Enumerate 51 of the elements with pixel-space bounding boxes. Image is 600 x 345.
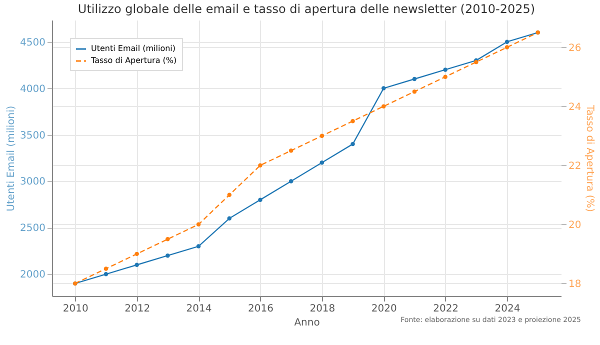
point: [504, 45, 510, 50]
point: [288, 179, 294, 184]
legend-label: Utenti Email (milioni): [91, 44, 176, 53]
y2-tick-label: 24: [568, 102, 582, 113]
point: [258, 198, 262, 202]
chart-title: Utilizzo globale delle email e tasso di apertura delle newsletter (2010-2025): [78, 2, 536, 16]
y2-tick-label: 20: [568, 220, 582, 231]
y-tick-label: 3500: [20, 130, 46, 142]
point: [382, 86, 386, 90]
y-tick-label: 2500: [20, 223, 46, 234]
point: [320, 160, 324, 165]
point: [227, 216, 232, 221]
point: [382, 104, 386, 108]
x-tick-label: 2014: [186, 304, 212, 314]
x-tick-label: 2022: [433, 304, 459, 314]
point: [288, 148, 294, 153]
y-axis-title: Utenti Email (milioni): [6, 106, 18, 212]
point: [350, 142, 355, 146]
y-tick-label: 4000: [20, 84, 46, 95]
point: [258, 163, 262, 168]
point: [443, 74, 448, 79]
y-tick-label: 2000: [20, 270, 46, 281]
point: [443, 68, 448, 72]
x-tick-label: 2020: [371, 304, 397, 314]
point: [104, 272, 108, 276]
y2-tick-label: 22: [568, 160, 582, 172]
point: [196, 222, 201, 227]
point: [196, 244, 201, 248]
x-tick-label: 2016: [248, 304, 274, 314]
x-tick-label: 2018: [310, 304, 336, 314]
x-axis-title: Anno: [294, 318, 320, 328]
point: [350, 118, 355, 124]
point: [166, 237, 170, 242]
point: [227, 192, 232, 198]
x-tick-label: 2010: [62, 304, 88, 314]
point: [166, 253, 170, 258]
point: [104, 266, 108, 271]
x-tick-label: 2024: [494, 304, 520, 314]
x-tick-label: 2012: [124, 304, 150, 314]
y2-tick-label: 26: [568, 42, 582, 54]
point: [412, 76, 417, 82]
point: [134, 262, 139, 267]
y-tick-label: 4500: [20, 37, 46, 48]
point: [412, 89, 417, 94]
point: [134, 252, 139, 256]
y2-axis-title: Tasso di Apertura (%): [584, 104, 596, 212]
y2-tick-label: 18: [568, 278, 582, 290]
y-tick-label: 3000: [20, 176, 46, 188]
legend-label: Tasso di Apertura (%): [90, 56, 177, 65]
point: [320, 134, 324, 138]
point: [504, 40, 510, 44]
